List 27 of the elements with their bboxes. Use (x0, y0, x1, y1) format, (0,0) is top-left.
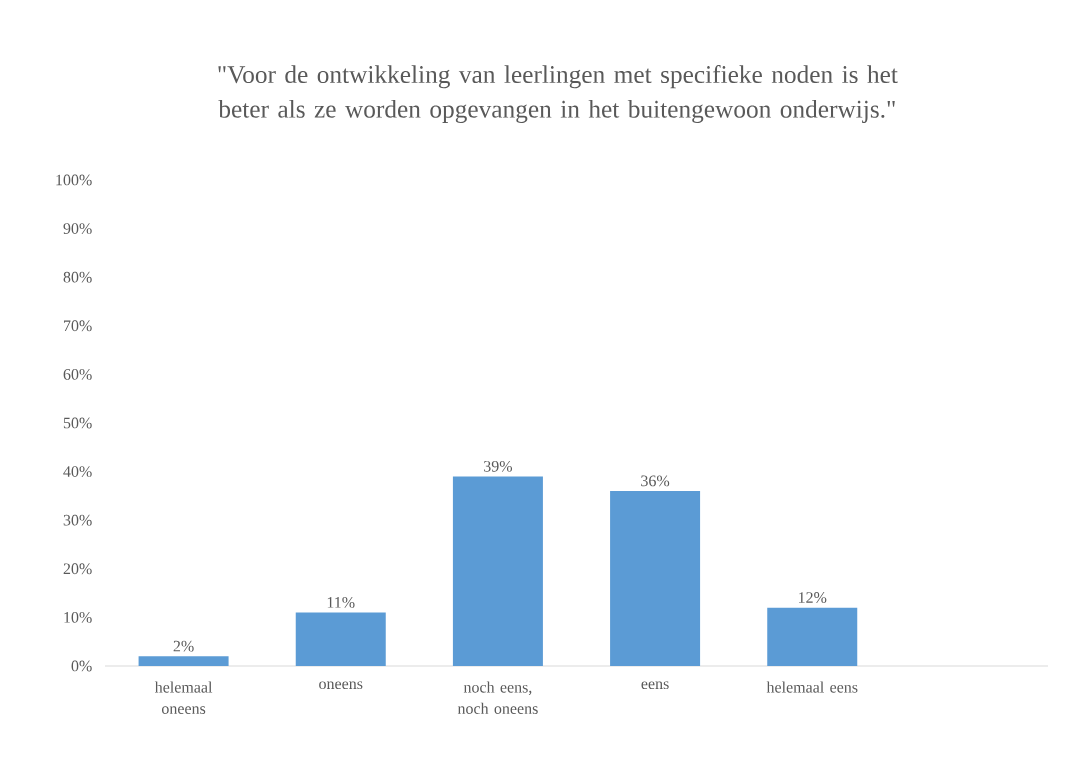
y-tick-label: 50% (63, 417, 92, 429)
chart-title: "Voor de ontwikkeling van leerlingen met specifieke noden is het beter als ze worden opgevangen in het buitengewoon onderwijs." (218, 65, 898, 123)
x-tick-label: eens (641, 681, 669, 690)
x-tick-label: helemaal eens (766, 681, 858, 693)
y-tick-label: 80% (63, 271, 92, 283)
bar (138, 656, 229, 666)
y-tick-label: 40% (63, 466, 92, 478)
y-tick-label: 10% (64, 611, 92, 623)
y-tick-label: 0% (71, 660, 92, 672)
y-tick-label: 90% (63, 223, 92, 235)
y-tick-label: 30% (63, 514, 92, 526)
data-label: 39% (484, 460, 513, 472)
x-tick-label: noch eens, noch oneens (457, 681, 538, 714)
data-label: 36% (641, 475, 670, 487)
bar (295, 612, 386, 666)
y-tick-label: 70% (64, 320, 92, 332)
x-tick-label: oneens (319, 681, 363, 690)
bar (767, 607, 858, 666)
y-tick-label: 60% (63, 368, 92, 380)
bar (610, 491, 701, 666)
x-tick-label: helemaal oneens (154, 681, 213, 714)
y-tick-label: 100% (56, 174, 92, 186)
y-tick-label: 20% (63, 563, 92, 575)
data-label: 2% (173, 640, 194, 652)
bar (452, 476, 543, 666)
data-label: 11% (327, 596, 355, 608)
data-label: 12% (798, 592, 827, 603)
